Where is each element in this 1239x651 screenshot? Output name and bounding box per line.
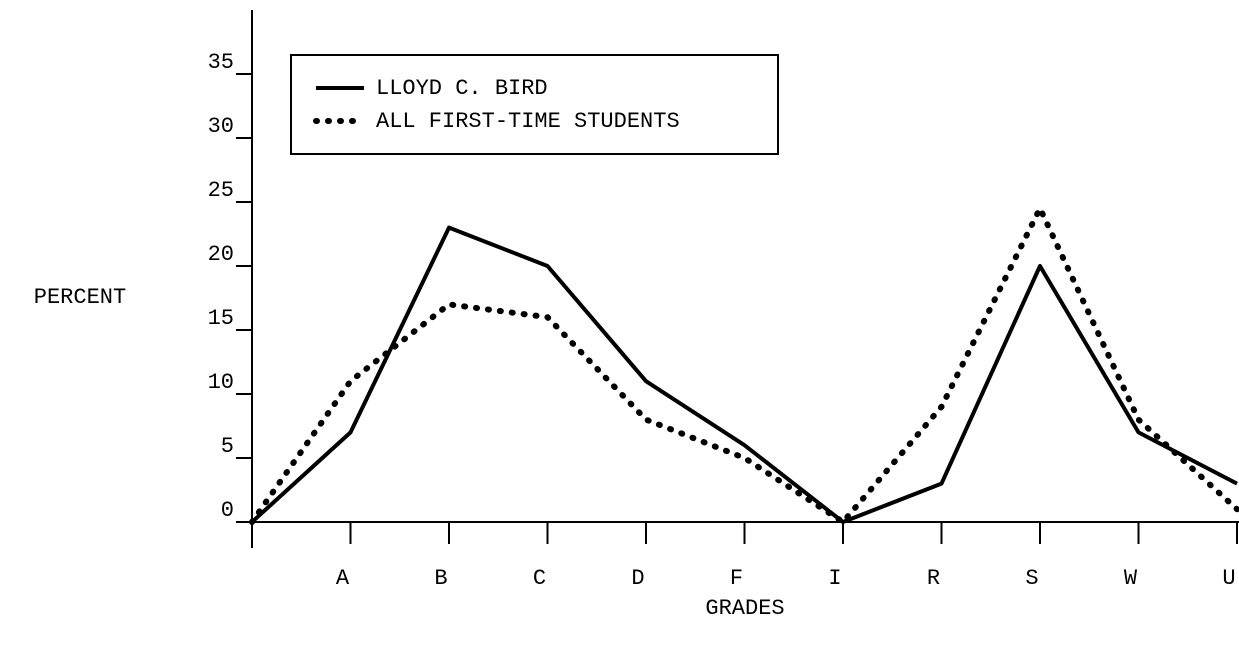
y-tick-label: 20: [208, 242, 234, 267]
y-tick-label: 0: [221, 498, 234, 523]
y-tick-label: 5: [221, 434, 234, 459]
y-tick-label: 35: [208, 50, 234, 75]
x-tick-label: W: [1124, 566, 1138, 591]
x-tick-label: U: [1222, 566, 1235, 591]
legend-box: [290, 54, 779, 155]
x-tick-label: S: [1025, 566, 1038, 591]
series-line: [249, 201, 1239, 526]
x-axis-label: GRADES: [705, 596, 784, 621]
x-tick-label: R: [927, 566, 940, 591]
y-tick-label: 15: [208, 306, 234, 331]
y-tick-label: 25: [208, 178, 234, 203]
x-tick-label: I: [828, 566, 841, 591]
y-axis-label: PERCENT: [34, 285, 126, 310]
y-tick-label: 30: [208, 114, 234, 139]
legend-label: LLOYD C. BIRD: [376, 76, 548, 101]
y-tick-label: 10: [208, 370, 234, 395]
x-tick-label: A: [336, 566, 350, 591]
series-line: [250, 225, 1238, 524]
x-tick-label: D: [631, 566, 644, 591]
legend-label: ALL FIRST-TIME STUDENTS: [376, 109, 680, 134]
x-tick-label: B: [434, 566, 447, 591]
x-tick-label: C: [533, 566, 546, 591]
x-tick-label: F: [730, 566, 743, 591]
